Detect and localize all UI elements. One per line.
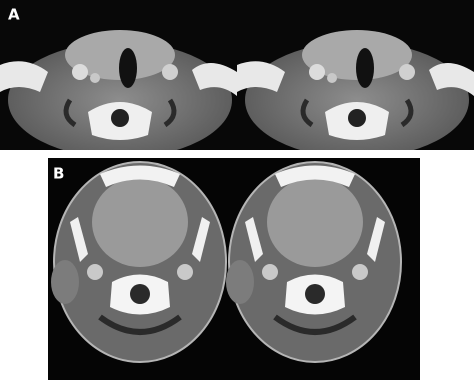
- panel-label: B: [53, 165, 64, 183]
- ct-slice: [0, 0, 237, 158]
- panel-b: B: [48, 158, 420, 380]
- panel-a: A: [0, 0, 474, 158]
- panel-label: A: [8, 6, 20, 24]
- ct-slice: [237, 0, 474, 158]
